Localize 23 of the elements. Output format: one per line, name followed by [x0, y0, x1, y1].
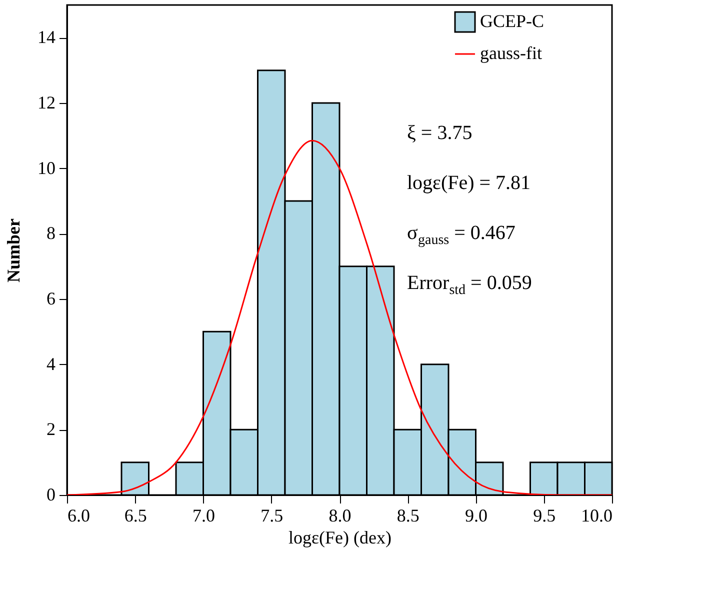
x-tick-label: 10.0	[581, 506, 612, 526]
y-axis-title: Number	[4, 218, 24, 282]
y-tick-label: 0	[46, 484, 56, 504]
y-tick-label: 6	[46, 288, 56, 308]
x-tick-label: 6.5	[124, 506, 147, 526]
y-tick-label: 4	[46, 354, 56, 374]
x-tick-label: 8.5	[396, 506, 420, 526]
annotation: ξ = 3.75	[407, 122, 472, 144]
y-tick-label: 14	[38, 27, 56, 48]
x-tick-label: 9.5	[533, 506, 556, 526]
legend-label: GCEP-C	[480, 11, 544, 31]
y-tick-label: 2	[46, 419, 56, 440]
y-tick-label: 12	[38, 92, 56, 112]
annotation: logε(Fe) = 7.81	[407, 172, 531, 194]
y-tick-label: 8	[46, 223, 56, 244]
x-tick-label: 8.0	[328, 506, 352, 526]
x-axis-title: logε(Fe) (dex)	[288, 528, 392, 548]
y-tick-label: 10	[38, 158, 56, 178]
legend-label: gauss-fit	[480, 43, 542, 63]
x-tick-label: 7.0	[192, 506, 215, 526]
x-tick-label: 6.0	[68, 506, 90, 526]
x-tick-label: 9.0	[465, 506, 488, 526]
x-tick-label: 7.5	[260, 506, 284, 526]
